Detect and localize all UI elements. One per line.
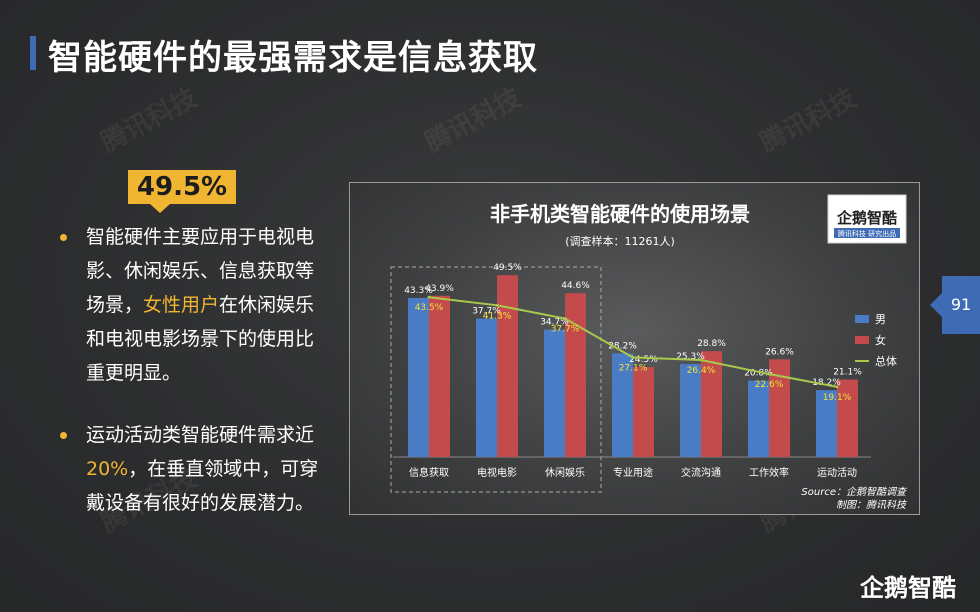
bullet1-line2: 影、休闲娱乐、信息获取等 xyxy=(86,260,315,282)
bullet2-line3: 戴设备有很好的发展潜力。 xyxy=(86,492,315,514)
data-label-total: 26.4% xyxy=(687,366,716,376)
data-label-male: 25.3% xyxy=(676,352,705,362)
total-point xyxy=(563,317,567,321)
bar-female xyxy=(701,351,722,457)
bullet1-line3a: 场景， xyxy=(86,294,144,316)
data-label-male: 18.2% xyxy=(812,378,841,388)
bullet1-line5: 重更明显。 xyxy=(86,362,182,384)
title-accent-bar xyxy=(30,36,36,70)
data-label-female: 28.8% xyxy=(697,339,726,349)
legend-swatch-female xyxy=(855,336,869,344)
data-label-male: 37.7% xyxy=(472,307,501,317)
total-point xyxy=(631,355,635,359)
chart-logo-strip xyxy=(834,228,900,238)
bullet-point-1: 智能硬件主要应用于电视电 影、休闲娱乐、信息获取等 场景，女性用户在休闲娱乐 和… xyxy=(60,220,340,390)
bar-female xyxy=(769,359,790,457)
chart-logo-name: 企鹅智酷 xyxy=(836,209,897,227)
data-label-male: 20.8% xyxy=(744,369,773,379)
highlight-badge: 49.5% xyxy=(128,170,236,204)
total-point xyxy=(427,295,431,299)
bar-male xyxy=(476,318,497,457)
bar-male xyxy=(748,380,769,457)
total-point xyxy=(835,385,839,389)
data-label-female: 24.5% xyxy=(629,355,658,365)
data-label-total: 19.1% xyxy=(823,393,852,403)
x-tick-label: 信息获取 xyxy=(409,466,449,479)
page-title: 智能硬件的最强需求是信息获取 xyxy=(48,38,538,78)
data-label-total: 22.6% xyxy=(755,380,784,390)
bullet1-line4: 和电视电影场景下的使用比 xyxy=(86,328,315,350)
bar-male xyxy=(816,390,837,457)
watermark: 腾讯科技 xyxy=(755,83,862,159)
bar-male xyxy=(680,364,701,457)
data-label-female: 21.1% xyxy=(833,368,862,378)
data-label-male: 43.3% xyxy=(404,286,433,296)
bullet1-highlight: 女性用户 xyxy=(143,294,220,316)
x-tick-label: 电视电影 xyxy=(477,466,517,479)
data-label-total: 43.5% xyxy=(415,303,444,313)
watermark: 腾讯科技 xyxy=(420,83,527,159)
chart-logo-sub: 腾讯科技 研究出品 xyxy=(838,229,896,238)
watermark: 腾讯科技 xyxy=(96,83,203,159)
x-tick-label: 运动活动 xyxy=(817,467,857,479)
data-label-female: 49.5% xyxy=(493,263,522,273)
total-point xyxy=(495,303,499,307)
bar-male xyxy=(544,329,565,457)
x-tick-label: 交流沟通 xyxy=(681,466,721,479)
data-label-female: 26.6% xyxy=(765,347,794,357)
bar-female xyxy=(565,293,586,457)
bar-female xyxy=(497,275,518,457)
bar-male xyxy=(612,353,633,457)
bullet2-line2b: ，在垂直领域中，可穿 xyxy=(128,458,319,480)
bullet1-line3b: 在休闲娱乐 xyxy=(219,294,315,316)
bar-male xyxy=(408,297,429,457)
bar-female xyxy=(837,379,858,457)
badge-pointer xyxy=(150,204,170,213)
chart-panel: 非手机类智能硬件的使用场景 (调查样本：11261人) 企鹅智酷腾讯科技 研究出品 4… xyxy=(349,182,920,515)
data-label-male: 34.7% xyxy=(540,318,569,328)
source-line-1: Source：企鹅智酷调查 xyxy=(801,486,908,498)
chart-subtitle: (调查样本：11261人) xyxy=(565,234,675,248)
bullet-point-2: 运动活动类智能硬件需求近 20%，在垂直领域中，可穿 戴设备有很好的发展潜力。 xyxy=(60,418,340,520)
data-label-total: 41.3% xyxy=(483,311,512,321)
page-number-tab: 91 xyxy=(930,276,980,334)
total-point xyxy=(767,372,771,376)
data-label-male: 28.2% xyxy=(608,341,637,351)
bar-female xyxy=(633,367,654,457)
legend-label-total: 总体 xyxy=(875,354,897,368)
data-label-female: 43.9% xyxy=(425,284,454,294)
bullet-dot-icon xyxy=(60,234,67,241)
legend-label-female: 女 xyxy=(875,333,886,347)
total-point xyxy=(699,358,703,362)
legend-label-male: 男 xyxy=(875,313,886,326)
data-label-total: 37.7% xyxy=(551,325,580,335)
highlight-box xyxy=(390,266,602,493)
brand-logo: 企鹅智酷 xyxy=(860,574,956,602)
x-tick-label: 工作效率 xyxy=(749,466,789,479)
data-label-female: 44.6% xyxy=(561,281,590,291)
bullet1-line1: 智能硬件主要应用于电视电 xyxy=(86,226,315,248)
legend-swatch-male xyxy=(855,315,869,323)
bullet-dot-icon xyxy=(60,432,67,439)
x-tick-label: 休闲娱乐 xyxy=(545,466,585,479)
bar-female xyxy=(429,295,450,457)
bullet2-line1: 运动活动类智能硬件需求近 xyxy=(86,424,315,446)
x-tick-label: 专业用途 xyxy=(613,466,653,479)
bullet2-highlight: 20% xyxy=(86,458,129,480)
source-line-2: 制图：腾讯科技 xyxy=(836,499,908,511)
chart-title: 非手机类智能硬件的使用场景 xyxy=(490,202,750,226)
data-label-total: 27.1% xyxy=(619,363,648,373)
